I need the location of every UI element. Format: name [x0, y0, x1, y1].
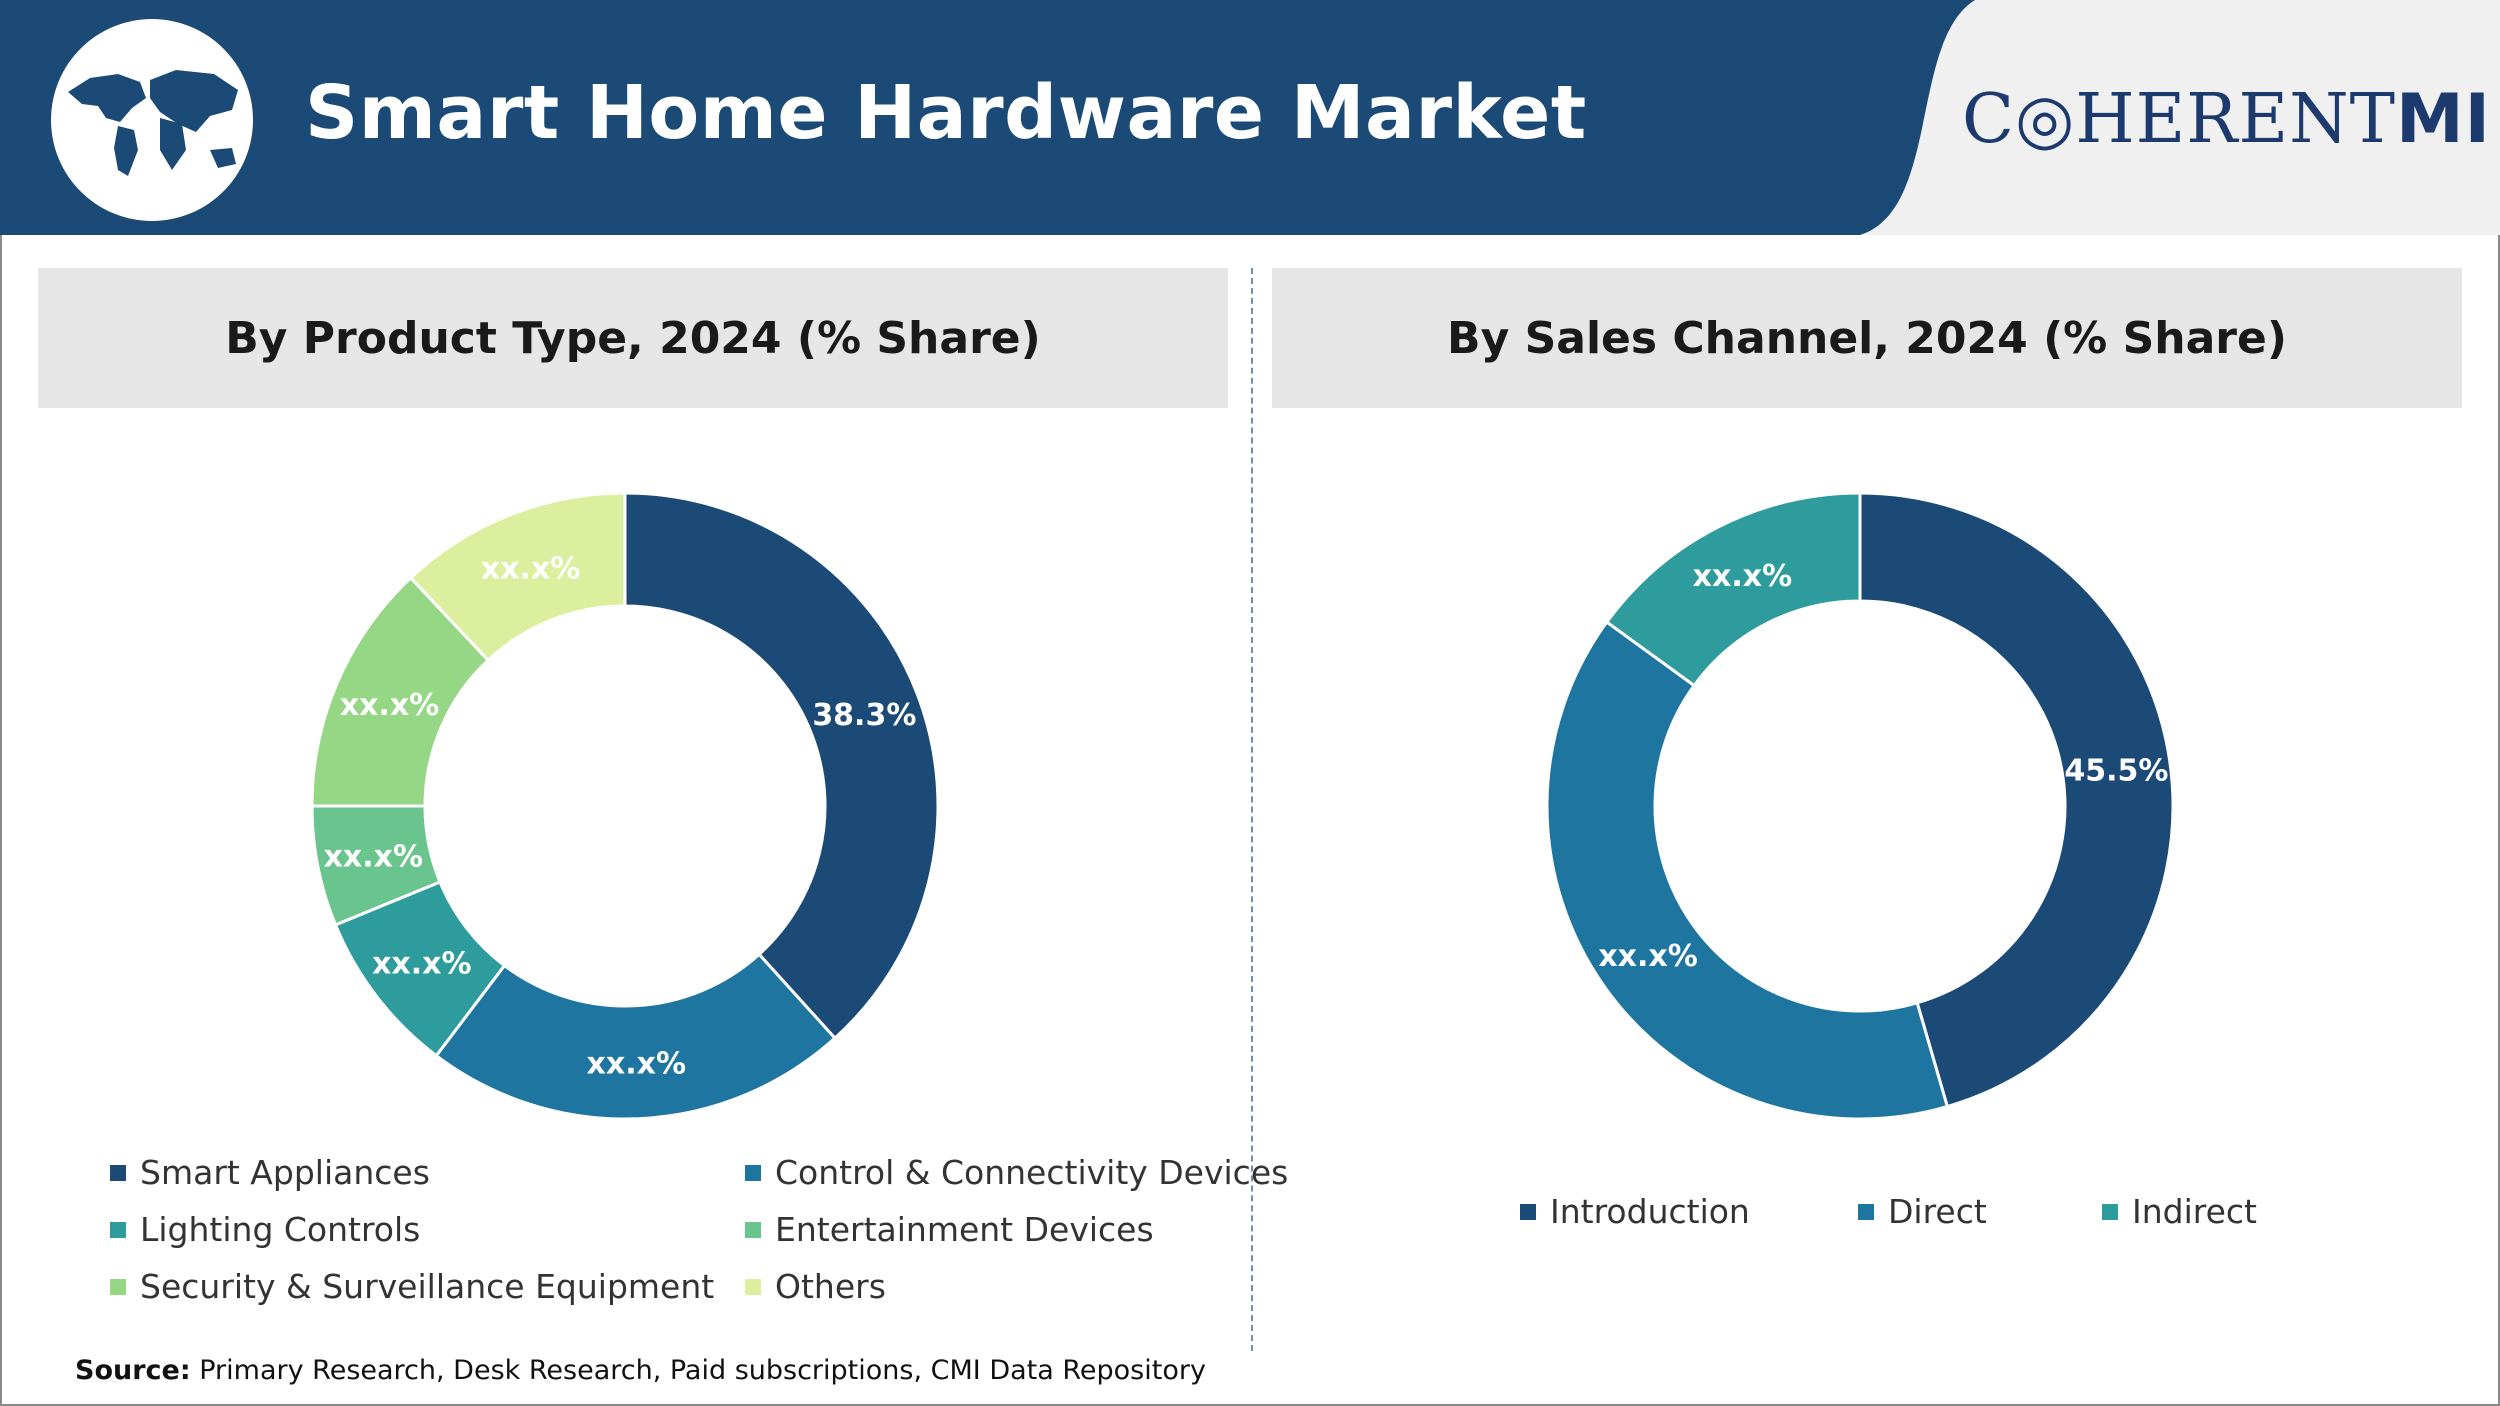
donut-slice-indirect	[1604, 491, 1862, 688]
legend-item: Others	[745, 1267, 886, 1306]
legend-item: Security & Surveillance Equipment	[110, 1267, 714, 1306]
slice-data-label: xx.x%	[481, 552, 581, 587]
source-note: Source: Primary Research, Desk Research,…	[75, 1355, 1206, 1386]
legend-swatch	[745, 1221, 761, 1238]
slice-data-label: xx.x%	[372, 947, 472, 982]
legend-label: Introduction	[1550, 1192, 1750, 1231]
logo-suffix: MI	[2396, 80, 2491, 159]
legend-item: Lighting Controls	[110, 1210, 420, 1249]
legend-label: Control & Connectivity Devices	[775, 1153, 1289, 1192]
logo-text: C◎HERENT	[1962, 80, 2396, 159]
legend-item: Direct	[1858, 1192, 1987, 1231]
legend-item: Introduction	[1520, 1192, 1750, 1231]
legend-label: Indirect	[2132, 1192, 2257, 1231]
legend-swatch	[1520, 1203, 1536, 1220]
slice-data-label: 45.5%	[2064, 754, 2168, 789]
legend-label: Security & Surveillance Equipment	[140, 1267, 715, 1306]
globe-icon	[51, 19, 253, 221]
panel-divider	[1251, 268, 1253, 1351]
product-type-panel-title: By Product Type, 2024 (% Share)	[38, 268, 1228, 408]
legend-swatch	[745, 1164, 761, 1181]
slice-data-label: xx.x%	[1598, 939, 1698, 974]
brand-logo: C◎HERENTMI	[1962, 80, 2491, 159]
legend-item: Smart Appliances	[110, 1153, 430, 1192]
legend-label: Entertainment Devices	[775, 1210, 1154, 1249]
legend-label: Smart Appliances	[140, 1153, 430, 1192]
donut-slice-others	[408, 491, 627, 663]
donut-slice-control-connectivity-devices	[434, 952, 838, 1121]
header-banner	[0, 0, 2500, 235]
source-text: Primary Research, Desk Research, Paid su…	[190, 1355, 1206, 1386]
donut-slice-smart-appliances	[623, 491, 940, 1041]
page-title: Smart Home Hardware Market	[305, 70, 1587, 156]
legend-label: Direct	[1888, 1192, 1987, 1231]
sales-channel-panel-title: By Sales Channel, 2024 (% Share)	[1272, 268, 2462, 408]
slice-data-label: xx.x%	[1693, 559, 1793, 594]
slice-data-label: xx.x%	[324, 840, 424, 875]
legend-swatch	[110, 1221, 126, 1238]
legend-item: Control & Connectivity Devices	[745, 1153, 1288, 1192]
logo-panel	[1860, 0, 2500, 235]
donut-slice-direct	[1545, 619, 1950, 1121]
legend-swatch	[110, 1164, 126, 1181]
legend-swatch	[745, 1278, 761, 1295]
legend-label: Others	[775, 1267, 886, 1306]
slice-data-label: xx.x%	[340, 688, 440, 723]
source-label: Source:	[75, 1355, 191, 1386]
legend-swatch	[2102, 1203, 2118, 1220]
legend-item: Entertainment Devices	[745, 1210, 1154, 1249]
slice-data-label: 38.3%	[812, 698, 916, 733]
legend-label: Lighting Controls	[140, 1210, 421, 1249]
legend-swatch	[1858, 1203, 1874, 1220]
legend-item: Indirect	[2102, 1192, 2257, 1231]
donut-slice-introduction	[1858, 491, 2175, 1109]
legend-swatch	[110, 1278, 126, 1295]
product-type-donut: 38.3% xx.x% xx.x% xx.x% xx.x% xx.x%	[310, 491, 940, 1121]
slice-data-label: xx.x%	[587, 1046, 687, 1081]
sales-channel-donut: 45.5% xx.x% xx.x%	[1545, 491, 2175, 1121]
